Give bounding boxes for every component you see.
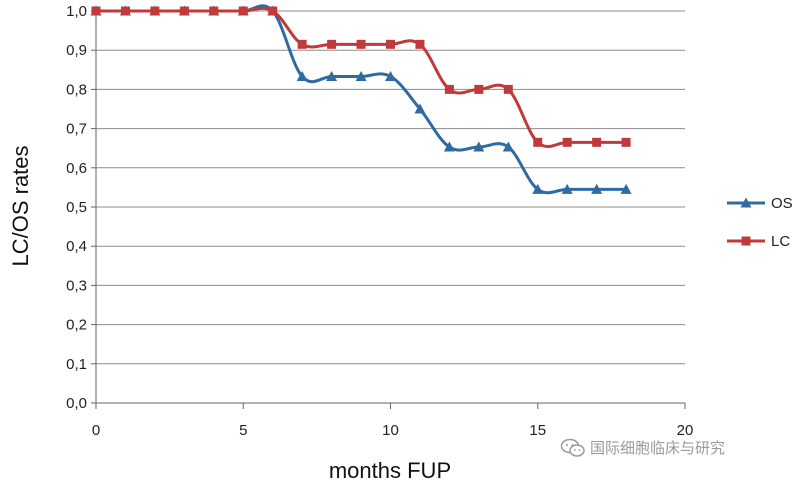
- y-tick-label: 0,9: [66, 42, 87, 59]
- y-tick-label: 0,0: [66, 395, 87, 412]
- y-tick-label: 0,4: [66, 238, 87, 255]
- legend-item-lc: LC: [727, 233, 790, 250]
- y-tick-labels: 0,0 0,1 0,2 0,3 0,4 0,5 0,6 0,7 0,8 0,9 1,0: [66, 3, 87, 412]
- data-point: [150, 6, 160, 16]
- series-line: [95, 4, 627, 195]
- data-point: [327, 39, 337, 49]
- x-tick-labels: 0 5 10 15 20: [92, 422, 694, 439]
- x-tick-label: 5: [239, 422, 247, 439]
- data-point: [620, 183, 632, 194]
- data-point: [326, 70, 338, 81]
- data-point: [533, 137, 543, 147]
- data-point: [561, 183, 573, 194]
- data-point: [385, 70, 396, 81]
- data-point: [415, 39, 425, 49]
- y-tick-label: 0,1: [66, 356, 87, 373]
- data-point: [502, 141, 514, 152]
- data-point: [386, 39, 395, 49]
- y-tick-label: 0,8: [66, 81, 87, 98]
- data-point: [238, 6, 248, 16]
- data-point: [443, 141, 455, 152]
- y-tick-label: 0,5: [66, 199, 87, 216]
- y-tick-label: 1,0: [66, 3, 87, 20]
- data-point: [591, 183, 603, 194]
- data-point: [356, 39, 366, 49]
- y-tick-label: 0,6: [66, 160, 87, 177]
- y-tick-label: 0,3: [66, 277, 87, 294]
- grid: [96, 10, 685, 365]
- data-point: [209, 6, 219, 16]
- data-point: [562, 137, 572, 147]
- legend-item-os: OS: [727, 195, 793, 212]
- data-point: [268, 6, 278, 16]
- legend-marker: [741, 236, 751, 246]
- data-point: [532, 183, 544, 194]
- series-lc: [91, 6, 631, 149]
- data-point: [297, 39, 307, 49]
- y-tick-label: 0,2: [66, 317, 87, 334]
- legend-label: LC: [771, 233, 790, 250]
- data-point: [444, 84, 454, 94]
- x-axis-title: months FUP: [329, 458, 451, 483]
- series-lines: [90, 4, 632, 195]
- data-point: [592, 137, 602, 147]
- y-axis-title: LC/OS rates: [8, 145, 33, 266]
- legend-marker: [740, 197, 752, 208]
- watermark-text: 国际细胞临床与研究: [590, 439, 726, 457]
- legend: OS LC: [727, 195, 793, 250]
- data-point: [414, 103, 426, 114]
- series-os: [90, 4, 632, 195]
- x-tick-label: 10: [382, 422, 399, 439]
- data-point: [473, 141, 485, 152]
- wechat-icon: [560, 438, 585, 457]
- data-point: [120, 6, 130, 16]
- data-point: [621, 137, 631, 147]
- y-tick-label: 0,7: [66, 121, 87, 138]
- axes: [91, 10, 686, 409]
- data-point: [91, 6, 101, 16]
- x-tick-label: 15: [529, 422, 546, 439]
- data-point: [474, 84, 484, 94]
- legend-label: OS: [771, 195, 793, 212]
- x-tick-label: 20: [677, 422, 694, 439]
- watermark: 国际细胞临床与研究: [560, 437, 725, 458]
- data-point: [355, 70, 367, 81]
- data-point: [503, 84, 513, 94]
- x-tick-label: 0: [92, 422, 100, 439]
- data-point: [296, 70, 308, 81]
- data-point: [179, 6, 189, 16]
